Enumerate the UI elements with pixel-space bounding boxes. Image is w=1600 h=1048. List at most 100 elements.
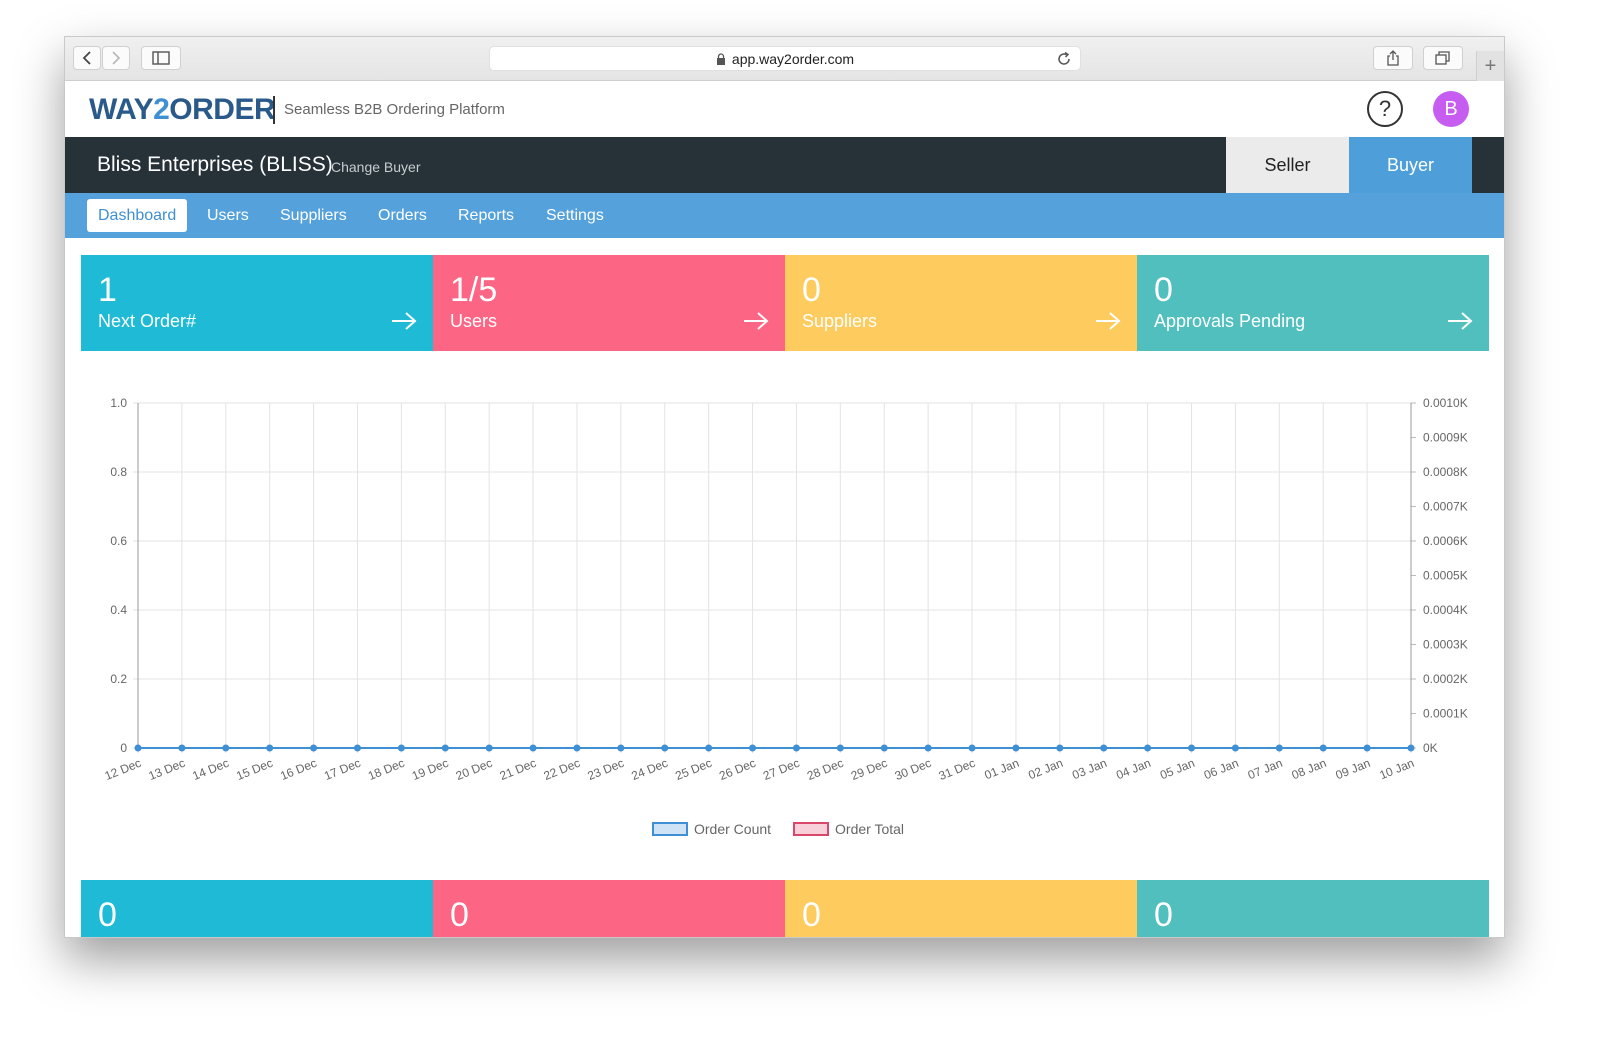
data-point: [1319, 744, 1327, 752]
tabs-overview-button[interactable]: [1423, 46, 1463, 70]
data-point: [353, 744, 361, 752]
legend-swatch: [793, 822, 830, 836]
app-header: WAY2ORDER Seamless B2B Ordering Platform…: [65, 81, 1504, 137]
y-right-tick-label: 0.0002K: [1423, 672, 1468, 686]
approvals-pending-card[interactable]: 0 Approvals Pending: [1137, 255, 1489, 351]
x-tick-label: 27 Dec: [761, 756, 802, 783]
arrow-right-icon: [1448, 312, 1473, 330]
help-button[interactable]: ?: [1367, 91, 1403, 127]
share-button[interactable]: [1373, 46, 1413, 70]
y-left-tick-label: 0.2: [110, 672, 127, 686]
nav-suppliers[interactable]: Suppliers: [280, 206, 347, 224]
y-left-tick-label: 0.6: [110, 534, 127, 548]
x-tick-label: 05 Jan: [1158, 756, 1197, 782]
x-tick-label: 21 Dec: [498, 756, 539, 783]
x-tick-label: 29 Dec: [849, 756, 890, 783]
data-point: [1275, 744, 1283, 752]
address-bar[interactable]: app.way2order.com: [489, 46, 1081, 71]
data-point: [397, 744, 405, 752]
x-tick-label: 06 Jan: [1202, 756, 1241, 782]
x-tick-label: 18 Dec: [366, 756, 407, 783]
y-left-tick-label: 0.8: [110, 465, 127, 479]
x-tick-label: 24 Dec: [629, 756, 670, 783]
x-tick-label: 20 Dec: [454, 756, 495, 783]
card-value: 0: [802, 271, 821, 309]
bottom-card[interactable]: 0: [433, 880, 785, 937]
nav-settings[interactable]: Settings: [546, 206, 604, 224]
back-button[interactable]: [73, 46, 101, 70]
data-point: [661, 744, 669, 752]
x-tick-label: 15 Dec: [234, 756, 275, 783]
y-right-tick-label: 0.0007K: [1423, 500, 1468, 514]
lock-icon: [716, 52, 725, 65]
suppliers-card[interactable]: 0 Suppliers: [785, 255, 1137, 351]
data-point: [573, 744, 581, 752]
y-right-tick-label: 0.0008K: [1423, 465, 1468, 479]
stat-cards: 1 Next Order# 1/5 Users 0 Suppliers 0 Ap…: [81, 255, 1489, 351]
reload-icon[interactable]: [1056, 51, 1072, 67]
x-tick-label: 01 Jan: [982, 756, 1021, 782]
users-card[interactable]: 1/5 Users: [433, 255, 785, 351]
x-tick-label: 28 Dec: [805, 756, 846, 783]
nav-users[interactable]: Users: [207, 206, 249, 224]
x-tick-label: 17 Dec: [322, 756, 363, 783]
x-tick-label: 07 Jan: [1246, 756, 1285, 782]
x-tick-label: 03 Jan: [1070, 756, 1109, 782]
card-value: 0: [1154, 896, 1173, 934]
card-value: 0: [802, 896, 821, 934]
x-tick-label: 12 Dec: [103, 756, 144, 783]
sidebar-icon: [152, 51, 170, 65]
data-point: [441, 744, 449, 752]
legend-label: Order Total: [835, 821, 905, 837]
card-value: 1/5: [450, 271, 498, 309]
buyer-role-button[interactable]: Buyer: [1349, 137, 1472, 193]
new-tab-button[interactable]: +: [1476, 51, 1504, 81]
x-tick-label: 02 Jan: [1026, 756, 1065, 782]
data-point: [836, 744, 844, 752]
data-point: [617, 744, 625, 752]
nav-orders[interactable]: Orders: [378, 206, 427, 224]
orders-chart: 0 0.2 0.4 0.6 0.8 1.0 0K 0.0001K 0.0002K 0.0003K 0…: [103, 396, 1468, 783]
data-point: [1100, 744, 1108, 752]
bottom-stat-cards: 0 0 0 0: [81, 880, 1489, 937]
company-name: Bliss Enterprises (BLISS): [97, 153, 333, 176]
logo-divider: [273, 96, 275, 124]
data-point: [792, 744, 800, 752]
logo-text-way: WAY: [89, 93, 154, 126]
legend-label: Order Count: [694, 821, 772, 837]
x-tick-label: 14 Dec: [190, 756, 231, 783]
x-tick-label: 19 Dec: [410, 756, 451, 783]
y-left-tick-label: 0: [120, 741, 127, 755]
y-right-tick-label: 0.0003K: [1423, 638, 1468, 652]
x-tick-label: 10 Jan: [1377, 756, 1416, 782]
x-tick-label: 08 Jan: [1290, 756, 1329, 782]
bottom-card[interactable]: 0: [785, 880, 1137, 937]
avatar[interactable]: B: [1433, 91, 1469, 127]
data-point: [134, 744, 142, 752]
card-value: 0: [1154, 271, 1173, 309]
data-point: [1363, 744, 1371, 752]
chart-legend: Order Count Order Total: [652, 821, 926, 837]
change-buyer-link[interactable]: Change Buyer: [331, 159, 421, 175]
seller-role-button[interactable]: Seller: [1226, 137, 1349, 193]
bottom-card[interactable]: 0: [81, 880, 433, 937]
next-order-card[interactable]: 1 Next Order#: [81, 255, 433, 351]
sidebar-toggle-button[interactable]: [141, 46, 181, 70]
logo[interactable]: WAY2ORDER: [89, 93, 276, 127]
data-point: [1188, 744, 1196, 752]
main-nav: Dashboard Users Suppliers Orders Reports…: [65, 193, 1504, 238]
x-tick-label: 26 Dec: [717, 756, 758, 783]
tabs-icon: [1435, 51, 1450, 65]
x-tick-label: 09 Jan: [1334, 756, 1373, 782]
browser-toolbar: app.way2order.com +: [65, 37, 1504, 81]
forward-button[interactable]: [102, 46, 130, 70]
legend-order-count[interactable]: Order Count: [652, 821, 771, 837]
legend-order-total[interactable]: Order Total: [793, 821, 904, 837]
bottom-card[interactable]: 0: [1137, 880, 1489, 937]
y-right-tick-label: 0.0001K: [1423, 707, 1468, 721]
nav-reports[interactable]: Reports: [458, 206, 515, 224]
nav-dashboard[interactable]: Dashboard: [87, 199, 188, 232]
arrow-right-icon: [392, 312, 417, 330]
tagline: Seamless B2B Ordering Platform: [284, 101, 505, 118]
x-tick-label: 25 Dec: [673, 756, 714, 783]
